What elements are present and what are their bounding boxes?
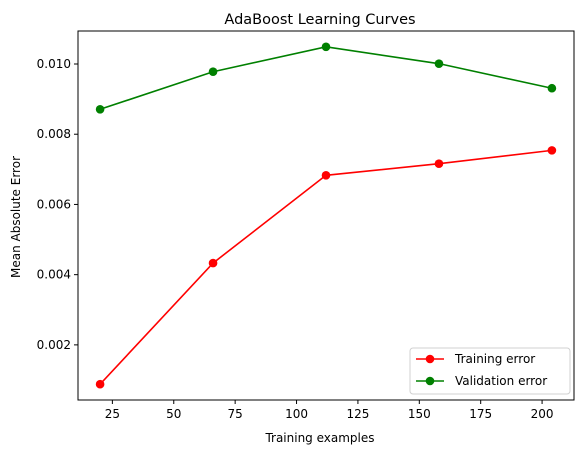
legend-box (409, 347, 571, 395)
y-tick-label: 0.008 (37, 127, 71, 141)
training-error-point (95, 379, 105, 389)
x-tick-label: 150 (408, 407, 431, 421)
legend: Training error Validation error (409, 347, 571, 395)
training-error-point (434, 159, 444, 169)
y-axis-label: Mean Absolute Error (9, 156, 23, 278)
x-tick-label: 100 (285, 407, 308, 421)
x-tick-label: 200 (531, 407, 554, 421)
x-axis-label: Training examples (264, 431, 374, 445)
validation-error-point (434, 59, 444, 68)
legend-validation-label: Validation error (455, 374, 547, 388)
legend-training-marker (425, 354, 435, 364)
x-tick-label: 125 (346, 407, 369, 421)
training-error-point (208, 258, 218, 268)
y-tick-label: 0.010 (37, 57, 71, 71)
plot-frame (77, 30, 575, 401)
plot-area: 25 50 75 100 125 150 175 200 0.002 0.004 0.006 0.00… (37, 30, 575, 421)
legend-training-label: Training error (454, 352, 535, 366)
x-tick-label: 75 (228, 407, 243, 421)
x-tick-label: 25 (105, 407, 120, 421)
x-tick-label: 175 (469, 407, 492, 421)
validation-error-point (321, 42, 331, 52)
training-error-point (547, 146, 557, 155)
y-tick-label: 0.002 (37, 338, 71, 352)
validation-error-point (95, 104, 105, 114)
y-tick-label: 0.004 (37, 268, 71, 282)
training-error-point (321, 170, 331, 180)
validation-error-point (547, 83, 557, 93)
x-tick-label: 50 (166, 407, 181, 421)
chart-title: AdaBoost Learning Curves (224, 12, 415, 28)
y-tick-label: 0.006 (37, 197, 71, 211)
legend-validation-marker (425, 376, 435, 386)
validation-error-point (208, 67, 218, 77)
